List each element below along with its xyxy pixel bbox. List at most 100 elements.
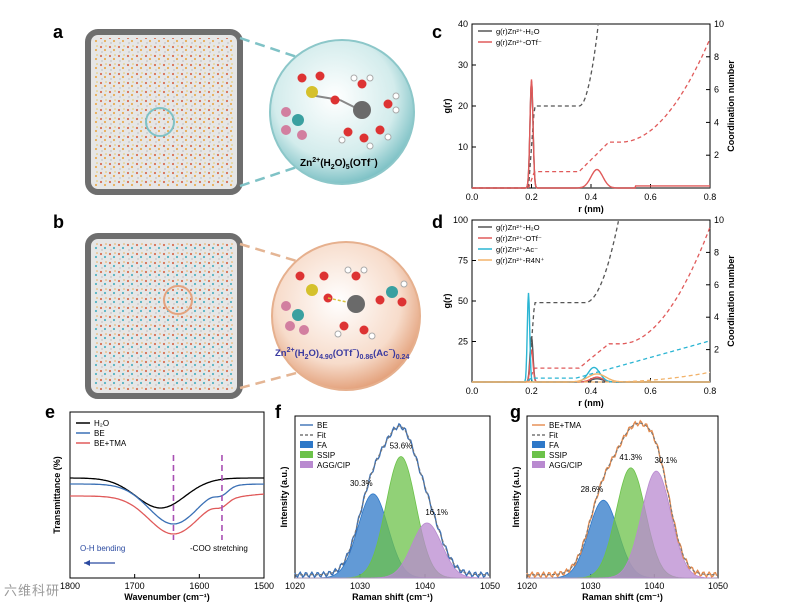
panel-letter-a: a [53, 22, 64, 42]
panel-letter-f: f [275, 402, 281, 422]
plot-frame [69, 411, 265, 579]
simulation-box-b [85, 233, 301, 399]
peak-percent-label: 30.3% [350, 479, 373, 488]
x-tick-label: 0.2 [525, 386, 538, 396]
watermark: 六维科研 [4, 583, 61, 598]
peak-area-agg-cip [527, 470, 718, 579]
raman-fit-line [527, 422, 717, 576]
legend-label: Fit [549, 431, 559, 440]
peak-percent-label: 53.6% [390, 442, 413, 451]
x-tick-label: 1500 [254, 581, 274, 591]
legend-swatch [532, 461, 545, 468]
panel-letter-e: e [45, 402, 56, 422]
legend-label: AGG/CIP [549, 461, 582, 470]
panel-letter-g: g [510, 402, 521, 422]
panel-letter-c: c [432, 22, 443, 42]
x-axis-label: r (nm) [578, 398, 604, 408]
peak-percent-label: 30.1% [654, 456, 677, 465]
x-tick-label: 0.6 [644, 386, 657, 396]
y2-tick-label: 4 [714, 117, 719, 127]
legend-swatch [300, 441, 313, 448]
x-tick-label: 0.0 [466, 386, 479, 396]
x-tick-label: 1050 [480, 581, 500, 591]
chart-c-rdf: 0.0 0.2 0.4 0.6 0.8 10 20 30 40 2 4 6 8 10 r (nm) g(r) C… [442, 19, 736, 214]
x-tick-label: 1800 [60, 581, 80, 591]
y2-tick-label: 8 [714, 52, 719, 62]
solvation-sphere-a: Zn2+(H2O)5(OTf−) [269, 39, 415, 185]
y-tick-label: 30 [458, 60, 468, 70]
raman-fit-line [295, 425, 489, 576]
y2-tick-label: 8 [714, 247, 719, 257]
legend-swatch [532, 441, 545, 448]
rdf-line-1 [472, 349, 710, 383]
legend-swatch [300, 461, 313, 468]
legend-label: SSIP [549, 451, 567, 460]
legend-label: FA [549, 441, 559, 450]
y-tick-label: 25 [458, 337, 468, 347]
y2-tick-label: 2 [714, 150, 719, 160]
cn-line-3 [472, 371, 711, 383]
x-tick-label: 0.4 [585, 386, 598, 396]
chart-e-ftir: 1800 1700 1600 1500 Wavenumber (cm⁻¹) Transmi… [52, 411, 274, 602]
annotation-arrowhead [84, 560, 90, 566]
legend-label: g(r)Zn²⁺-H₂O [496, 27, 540, 36]
cn-line-1 [472, 38, 711, 189]
annotation-oh-bending: O-H bending [80, 544, 125, 553]
legend-label: FA [317, 441, 327, 450]
y2-axis-label: Coordination number [726, 60, 736, 152]
x-axis-label: r (nm) [578, 204, 604, 214]
rdf-line-2 [472, 292, 710, 383]
x-tick-label: 1050 [708, 581, 728, 591]
panel-letter-b: b [53, 212, 64, 232]
y-axis-label: g(r) [442, 294, 452, 309]
y-tick-label: 50 [458, 296, 468, 306]
y2-tick-label: 10 [714, 215, 724, 225]
ftir-line-1 [70, 483, 265, 525]
peak-percent-label: 16.1% [425, 508, 448, 517]
y-tick-label: 40 [458, 19, 468, 29]
x-tick-label: 1030 [350, 581, 370, 591]
legend-label: BE+TMA [94, 439, 127, 448]
x-tick-label: 1600 [189, 581, 209, 591]
y-tick-label: 10 [458, 142, 468, 152]
x-tick-label: 1020 [285, 581, 305, 591]
chart-d-rdf: 0.0 0.2 0.4 0.6 0.8 25 50 75 100 2 4 6 8 10 r (nm) g(r)… [442, 215, 736, 408]
y2-axis-label: Coordination number [726, 255, 736, 347]
y-axis-label: Transmittance (%) [52, 456, 62, 534]
legend-label: BE [317, 421, 328, 430]
y-axis-label: Intensity (a.u.) [279, 466, 289, 527]
cn-line-0 [472, 25, 599, 189]
y-axis-label: Intensity (a.u.) [511, 466, 521, 527]
zinc-atom [353, 101, 371, 119]
legend-swatch [532, 451, 545, 458]
simulation-box-a [85, 29, 301, 195]
solvation-label-a: Zn2+(H2O)5(OTf−) [300, 157, 378, 171]
x-tick-label: 0.6 [644, 192, 657, 202]
y2-tick-label: 6 [714, 280, 719, 290]
sulfur-atom [306, 86, 318, 98]
legend-label: BE+TMA [549, 421, 582, 430]
y-tick-label: 20 [458, 101, 468, 111]
plot-frame [471, 23, 711, 189]
chart-f-raman: 1020 1030 1040 1050 Raman shift (cm⁻¹) Intens… [279, 415, 500, 602]
legend-label: g(r)Zn²⁺-R4N⁺ [496, 256, 544, 265]
y2-tick-label: 10 [714, 19, 724, 29]
peak-percent-label: 28.6% [581, 485, 604, 494]
y-tick-label: 100 [453, 215, 468, 225]
x-axis-label: Wavenumber (cm⁻¹) [124, 592, 209, 602]
peak-area-agg-cip [295, 522, 490, 579]
y2-tick-label: 2 [714, 345, 719, 355]
panel-letter-d: d [432, 212, 443, 232]
legend-swatch [300, 451, 313, 458]
x-axis-label: Raman shift (cm⁻¹) [582, 592, 663, 602]
cn-line-2 [472, 340, 711, 383]
legend-label: BE [94, 429, 105, 438]
annotation-coo-stretching: -COO stretching [190, 544, 248, 553]
legend-label: g(r)Zn²⁺-H₂O [496, 223, 540, 232]
solvation-sphere-b: Zn2+(H2O)4.90(OTf−)0.86(Ac−)0.24 [271, 241, 421, 391]
legend-label: Fit [317, 431, 327, 440]
legend-label: g(r)Zn²⁺-OTf⁻ [496, 234, 542, 243]
chart-g-raman: 1020 1030 1040 1050 Raman shift (cm⁻¹) Intens… [511, 415, 728, 602]
cn-line-0 [472, 221, 620, 383]
